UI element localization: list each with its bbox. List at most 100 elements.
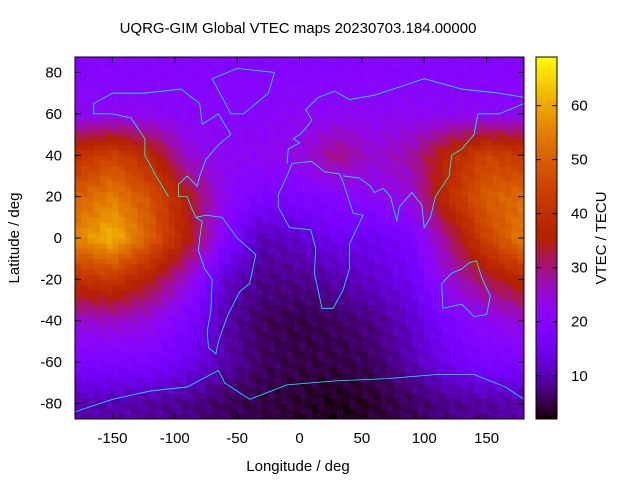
heatmap-cell — [193, 113, 201, 120]
heatmap-cell — [417, 294, 425, 301]
heatmap-cell — [442, 139, 450, 146]
heatmap-cell — [461, 113, 469, 120]
heatmap-cell — [149, 144, 157, 151]
heatmap-cell — [293, 300, 300, 306]
heatmap-cell — [467, 377, 475, 384]
heatmap-cell — [374, 139, 381, 146]
heatmap-cell — [311, 351, 319, 358]
heatmap-cell — [336, 408, 344, 415]
heatmap-cell — [368, 284, 375, 291]
heatmap-cell — [417, 103, 425, 110]
heatmap-cell — [336, 403, 344, 410]
heatmap-cell — [336, 367, 344, 373]
heatmap-cell — [112, 372, 120, 379]
heatmap-cell — [318, 356, 325, 363]
heatmap-cell — [274, 88, 282, 94]
heatmap-cell — [274, 243, 282, 249]
heatmap-cell — [230, 315, 238, 322]
heatmap-cell — [436, 170, 444, 177]
heatmap-cell — [181, 160, 188, 166]
heatmap-cell — [87, 279, 95, 285]
heatmap-cell — [449, 77, 456, 84]
heatmap-cell — [255, 367, 263, 373]
heatmap-cell — [368, 232, 375, 239]
heatmap-cell — [499, 222, 506, 229]
heatmap-cell — [355, 206, 363, 213]
heatmap-cell — [143, 284, 151, 291]
heatmap-cell — [262, 155, 269, 161]
heatmap-cell — [149, 398, 157, 404]
heatmap-cell — [393, 387, 400, 394]
heatmap-cell — [336, 341, 344, 347]
heatmap-cell — [442, 165, 450, 172]
heatmap-cell — [442, 62, 450, 68]
heatmap-cell — [99, 300, 107, 306]
heatmap-cell — [405, 377, 413, 384]
heatmap-cell — [305, 403, 313, 410]
heatmap-cell — [255, 253, 263, 260]
heatmap-cell — [293, 206, 300, 213]
heatmap-cell — [430, 346, 438, 353]
heatmap-cell — [274, 196, 282, 203]
heatmap-cell — [361, 62, 369, 68]
heatmap-cell — [218, 300, 226, 306]
heatmap-cell — [486, 175, 494, 182]
heatmap-cell — [243, 201, 251, 208]
heatmap-cell — [212, 67, 219, 73]
heatmap-cell — [118, 320, 126, 327]
heatmap-cell — [499, 113, 506, 120]
heatmap-cell — [405, 108, 413, 115]
heatmap-cell — [417, 289, 425, 296]
heatmap-cell — [324, 155, 332, 161]
heatmap-cell — [399, 186, 406, 192]
heatmap-cell — [480, 232, 487, 239]
heatmap-cell — [399, 398, 406, 404]
heatmap-cell — [499, 367, 506, 373]
heatmap-cell — [268, 248, 275, 254]
heatmap-cell — [399, 72, 406, 79]
heatmap-cell — [324, 393, 332, 399]
heatmap-cell — [137, 274, 144, 280]
heatmap-cell — [81, 320, 88, 327]
heatmap-cell — [405, 274, 413, 280]
heatmap-cell — [430, 253, 438, 260]
heatmap-cell — [492, 191, 500, 198]
heatmap-cell — [274, 160, 282, 166]
heatmap-cell — [255, 310, 263, 316]
heatmap-cell — [205, 408, 213, 415]
heatmap-cell — [417, 258, 425, 265]
heatmap-cell — [287, 300, 294, 306]
heatmap-cell — [430, 243, 438, 249]
heatmap-cell — [174, 336, 182, 342]
heatmap-cell — [361, 186, 369, 192]
heatmap-cell — [311, 206, 319, 213]
heatmap-cell — [124, 305, 132, 311]
heatmap-cell — [499, 336, 506, 342]
heatmap-cell — [131, 77, 138, 84]
heatmap-cell — [424, 160, 431, 166]
heatmap-cell — [224, 238, 232, 244]
heatmap-cell — [417, 367, 425, 373]
heatmap-cell — [168, 243, 176, 249]
heatmap-cell — [124, 103, 132, 110]
heatmap-cell — [318, 129, 325, 135]
heatmap-cell — [417, 248, 425, 254]
heatmap-cell — [386, 284, 394, 291]
heatmap-cell — [99, 186, 107, 192]
heatmap-cell — [311, 393, 319, 399]
heatmap-cell — [93, 351, 101, 358]
heatmap-cell — [411, 300, 419, 306]
heatmap-cell — [417, 284, 425, 291]
heatmap-cell — [193, 294, 201, 301]
heatmap-cell — [449, 186, 456, 192]
heatmap-cell — [343, 144, 350, 151]
heatmap-cell — [311, 181, 319, 187]
heatmap-cell — [461, 119, 469, 125]
heatmap-cell — [187, 325, 194, 332]
heatmap-cell — [156, 325, 163, 332]
heatmap-cell — [268, 98, 275, 104]
heatmap-cell — [386, 124, 394, 130]
heatmap-cell — [118, 222, 126, 229]
heatmap-cell — [230, 398, 238, 404]
heatmap-cell — [249, 165, 257, 172]
